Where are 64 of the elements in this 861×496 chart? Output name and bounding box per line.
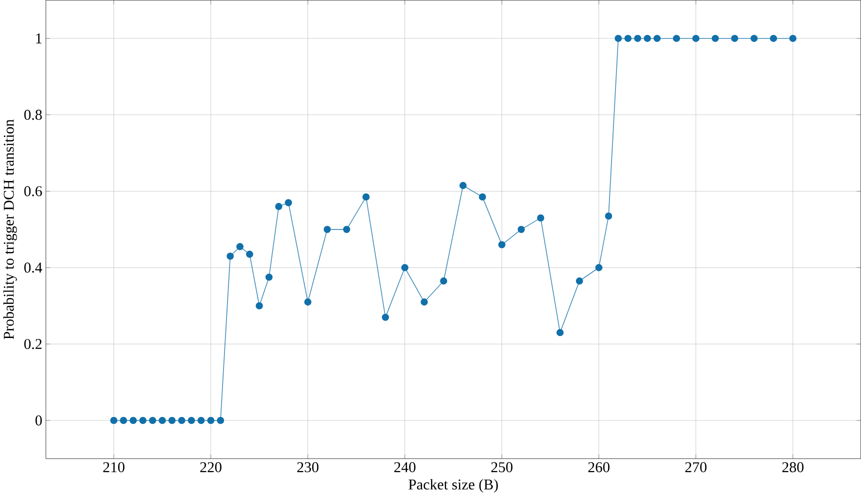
point (362, 193, 370, 201)
point (324, 226, 331, 234)
point (207, 416, 214, 424)
x-tick-label: 250 (491, 462, 512, 472)
point (401, 264, 408, 272)
point (149, 416, 156, 424)
point (440, 277, 448, 285)
point (139, 416, 146, 424)
point (672, 34, 680, 42)
point (226, 252, 234, 260)
point (382, 314, 390, 321)
point (420, 298, 428, 306)
point (634, 34, 642, 42)
x-tick-label: 210 (103, 462, 124, 472)
point (712, 34, 719, 42)
x-tick-label: 280 (782, 462, 804, 472)
point (120, 416, 128, 424)
point (789, 34, 796, 42)
point (614, 34, 622, 42)
point (256, 302, 263, 310)
point (188, 416, 195, 424)
point (198, 416, 205, 424)
point (168, 416, 176, 424)
y-axis-title: Probability to trigger DCH transition (3, 119, 17, 340)
point (624, 34, 632, 42)
point (604, 212, 612, 220)
point (653, 34, 661, 42)
point (498, 241, 506, 248)
point (130, 416, 137, 424)
y-tick-label: 0.6 (24, 186, 42, 196)
point (692, 34, 700, 42)
point (246, 250, 254, 258)
point (731, 34, 738, 42)
point (595, 264, 602, 272)
x-axis-title: Packet size (B) (408, 479, 498, 493)
point (236, 243, 244, 250)
point (576, 277, 584, 285)
point (343, 226, 350, 234)
point (770, 34, 778, 42)
point (459, 182, 467, 190)
point (178, 416, 186, 424)
y-tick-label: 0 (35, 415, 42, 426)
point (537, 214, 544, 222)
point (518, 226, 525, 234)
point (110, 416, 118, 424)
point (304, 298, 312, 306)
point (284, 199, 292, 206)
point (158, 416, 166, 424)
y-tick-label: 1 (36, 34, 42, 44)
x-tick-label: 240 (394, 462, 416, 472)
y-tick-label: 0.4 (24, 262, 42, 273)
point (556, 329, 564, 336)
point (265, 274, 273, 281)
point (275, 202, 282, 210)
x-tick-label: 220 (200, 462, 222, 472)
y-tick-label: 0.8 (24, 110, 42, 120)
point (478, 193, 486, 201)
x-tick-label: 270 (685, 462, 706, 472)
point (750, 34, 758, 42)
x-tick-label: 260 (588, 462, 610, 472)
point (644, 34, 651, 42)
x-tick-label: 230 (297, 462, 318, 472)
y-tick-label: 0.2 (24, 339, 42, 350)
point (216, 416, 224, 424)
